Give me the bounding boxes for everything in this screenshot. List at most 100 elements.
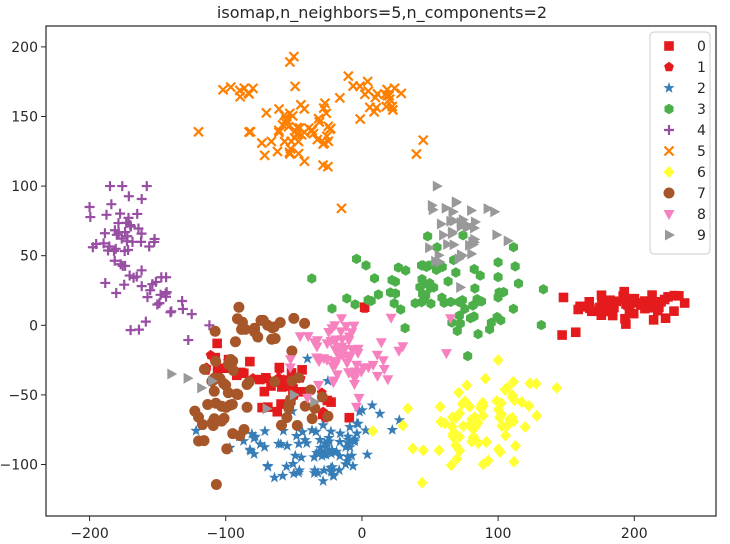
point-series-6 [402,402,414,415]
point-series-2 [326,461,339,472]
legend-marker-8 [663,210,675,220]
point-series-2 [334,435,346,447]
point-series-5 [387,104,399,116]
point-series-3 [393,262,403,273]
point-series-0 [620,293,630,304]
point-series-2 [301,352,314,364]
point-series-6 [492,354,504,367]
point-series-7 [218,412,230,424]
point-series-5 [225,81,237,93]
point-series-0 [219,363,230,374]
point-series-3 [510,261,520,272]
point-series-6 [439,417,451,430]
point-series-2 [287,457,299,469]
point-series-0 [586,306,597,317]
x-axis: −200 −100 0 100 200 [70,516,648,542]
legend-item-6: 6 [663,165,706,181]
point-series-7 [252,331,264,343]
point-series-9 [470,222,480,234]
point-series-2 [289,449,301,461]
point-series-2 [325,447,337,459]
legend-item-8: 8 [663,207,706,223]
point-series-0 [255,374,265,385]
point-series-4 [145,285,156,296]
legend-item-3: 3 [664,102,706,118]
point-series-0 [558,292,569,303]
point-series-2 [293,437,305,449]
point-series-6 [494,411,506,424]
point-series-5 [277,119,288,131]
point-series-2 [322,445,334,457]
point-series-6 [480,436,492,449]
point-series-8 [348,321,360,332]
point-series-2 [351,427,363,439]
point-series-2 [323,435,335,447]
point-series-2 [311,447,323,458]
point-series-9 [456,220,467,232]
legend-label-4: 4 [697,123,706,139]
point-series-6 [416,476,428,489]
legend-label-7: 7 [697,186,706,202]
point-series-6 [461,379,473,392]
point-series-4 [111,288,122,299]
point-series-8 [284,363,296,374]
point-series-4 [101,209,112,220]
point-series-3 [475,270,485,281]
point-series-5 [247,83,259,94]
point-series-8 [285,355,296,366]
point-series-4 [111,229,122,240]
point-series-7 [220,401,232,413]
legend-label-0: 0 [697,39,706,55]
point-series-0 [669,306,679,316]
legend-marker-6 [663,166,675,178]
legend-item-2: 2 [663,81,706,97]
point-series-2 [334,427,346,439]
point-series-2 [309,464,321,476]
point-series-0 [601,306,612,317]
point-series-1 [359,303,370,313]
point-series-0 [624,304,635,315]
point-series-4 [177,295,188,306]
point-series-7 [249,322,261,334]
point-series-4 [136,265,147,276]
point-series-3 [469,263,479,275]
point-series-6 [407,442,419,455]
point-series-7 [206,417,218,429]
point-series-2 [334,450,346,461]
point-series-9 [443,238,454,250]
point-series-7 [299,317,311,329]
point-series-5 [283,121,294,132]
point-series-0 [212,338,222,349]
point-series-6 [492,403,504,416]
point-series-6 [504,413,516,426]
point-series-5 [193,126,204,138]
point-series-7 [281,412,293,424]
point-series-0 [272,406,283,417]
point-series-0 [648,315,659,325]
point-series-2 [316,450,328,461]
point-series-6 [506,389,518,402]
point-series-2 [295,451,308,463]
point-series-9 [449,215,460,227]
point-series-3 [473,328,483,340]
point-series-8 [321,339,333,350]
point-series-5 [319,137,330,149]
point-series-3 [514,278,523,289]
point-series-6 [508,455,520,468]
legend-item-4: 4 [664,123,706,139]
point-series-7 [198,363,210,375]
point-series-3 [390,276,400,287]
point-series-6 [472,437,484,450]
point-series-5 [243,88,255,100]
point-series-3 [443,276,453,287]
point-series-6 [456,398,468,410]
point-series-4 [144,241,155,252]
legend-marker-0 [664,41,674,51]
point-series-8 [351,360,363,371]
point-series-2 [248,448,260,459]
point-series-0 [660,313,671,323]
point-series-7 [316,391,328,403]
point-series-6 [551,381,563,394]
point-series-2 [330,445,343,457]
